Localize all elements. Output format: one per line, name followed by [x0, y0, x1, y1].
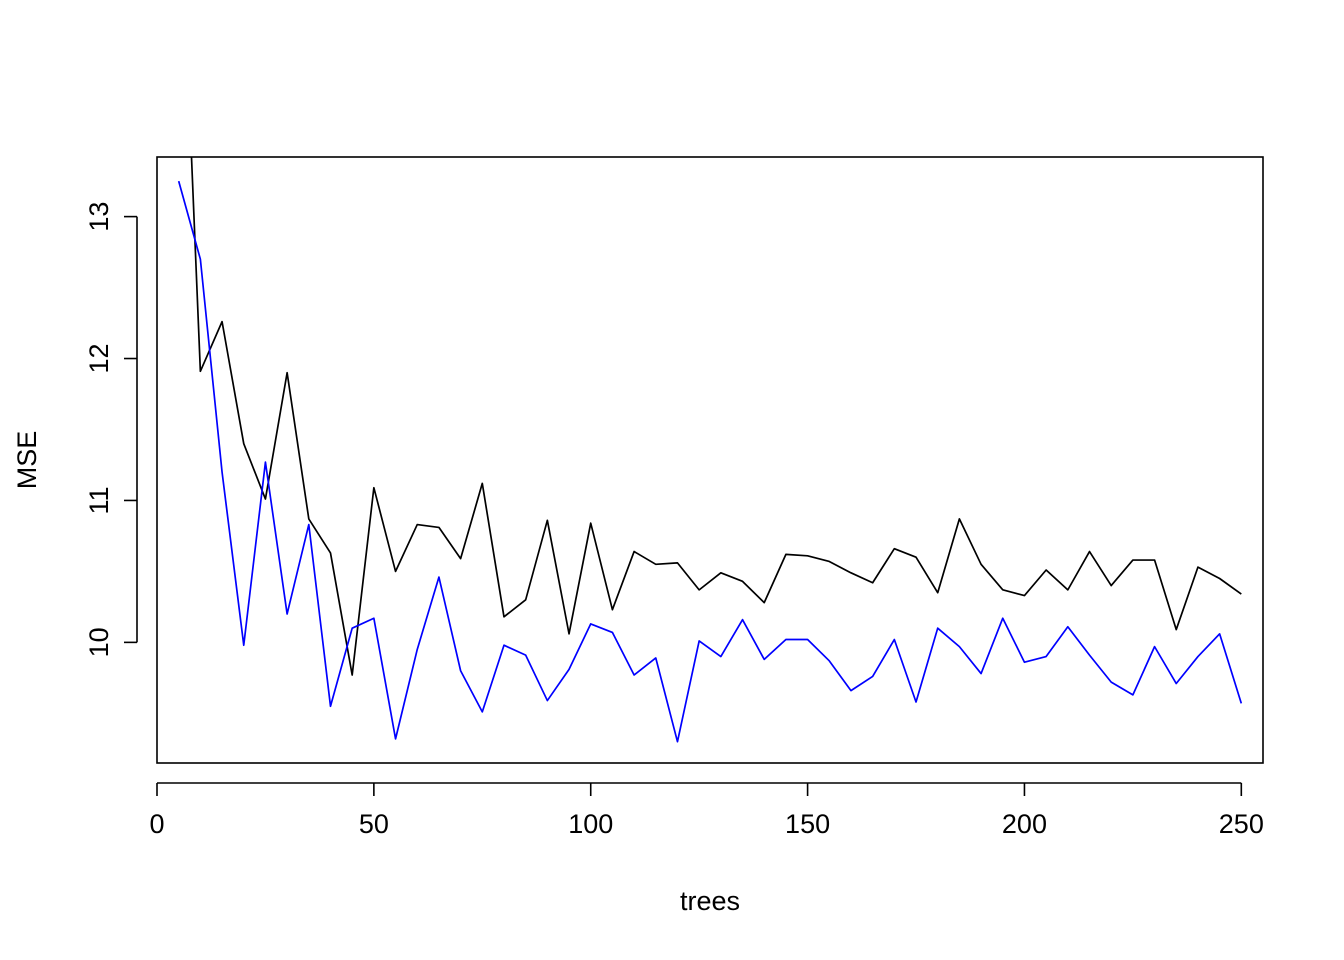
y-axis: 10 11 12 13	[84, 202, 138, 657]
x-tick-label: 100	[568, 809, 613, 839]
series-layer	[177, 157, 1243, 743]
y-tick-label: 10	[84, 627, 114, 657]
series-line-2	[177, 180, 1243, 743]
y-axis-label: MSE	[12, 431, 42, 490]
y-tick-label: 11	[84, 486, 114, 514]
y-tick-label: 12	[84, 344, 114, 374]
x-tick-label: 150	[785, 809, 830, 839]
series-line-1	[190, 157, 1242, 676]
x-tick-label: 250	[1219, 809, 1264, 839]
plot-frame	[156, 156, 1264, 764]
x-axis: 0 50 100 150 200 250	[149, 782, 1264, 839]
x-tick-label: 50	[359, 809, 389, 839]
x-tick-label: 200	[1002, 809, 1047, 839]
x-axis-label: trees	[680, 886, 740, 916]
x-tick-label: 0	[149, 809, 164, 839]
y-tick-label: 13	[84, 202, 114, 232]
